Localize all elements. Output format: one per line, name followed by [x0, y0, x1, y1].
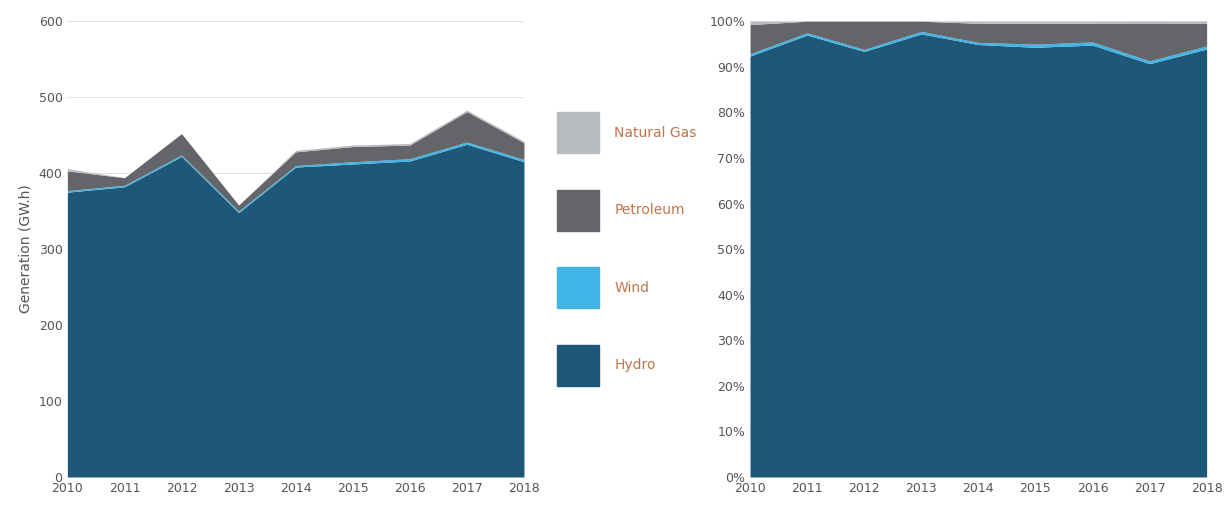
Text: Wind: Wind: [614, 281, 649, 295]
FancyBboxPatch shape: [557, 267, 599, 308]
Text: Hydro: Hydro: [614, 358, 655, 373]
Text: Petroleum: Petroleum: [614, 204, 685, 217]
Text: Natural Gas: Natural Gas: [614, 126, 697, 140]
FancyBboxPatch shape: [557, 345, 599, 386]
Y-axis label: Generation (GW.h): Generation (GW.h): [18, 185, 33, 313]
FancyBboxPatch shape: [557, 112, 599, 153]
FancyBboxPatch shape: [557, 190, 599, 231]
